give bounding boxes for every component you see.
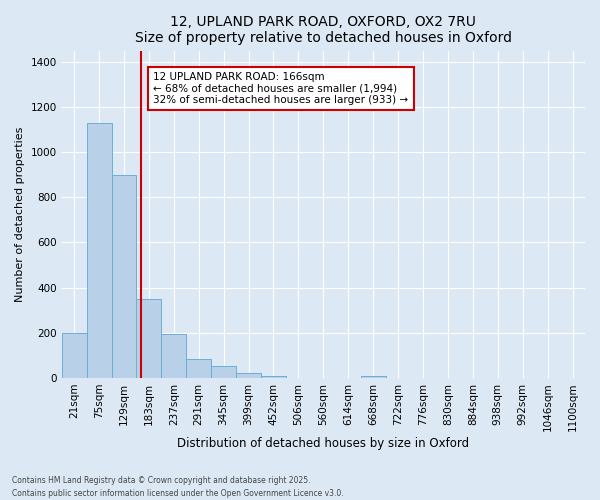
Bar [211,366,236,378]
Title: 12, UPLAND PARK ROAD, OXFORD, OX2 7RU
Size of property relative to detached hous: 12, UPLAND PARK ROAD, OXFORD, OX2 7RU Si… [135,15,512,45]
X-axis label: Distribution of detached houses by size in Oxford: Distribution of detached houses by size … [177,437,469,450]
Bar [86,123,112,378]
Bar [62,333,86,378]
Bar [261,376,286,378]
Bar [186,359,211,378]
Text: 12 UPLAND PARK ROAD: 166sqm
← 68% of detached houses are smaller (1,994)
32% of : 12 UPLAND PARK ROAD: 166sqm ← 68% of det… [153,72,409,105]
Bar [236,374,261,378]
Bar [361,376,386,378]
Bar [161,334,186,378]
Text: Contains HM Land Registry data © Crown copyright and database right 2025.
Contai: Contains HM Land Registry data © Crown c… [12,476,344,498]
Bar [136,299,161,378]
Bar [112,174,136,378]
Y-axis label: Number of detached properties: Number of detached properties [15,126,25,302]
